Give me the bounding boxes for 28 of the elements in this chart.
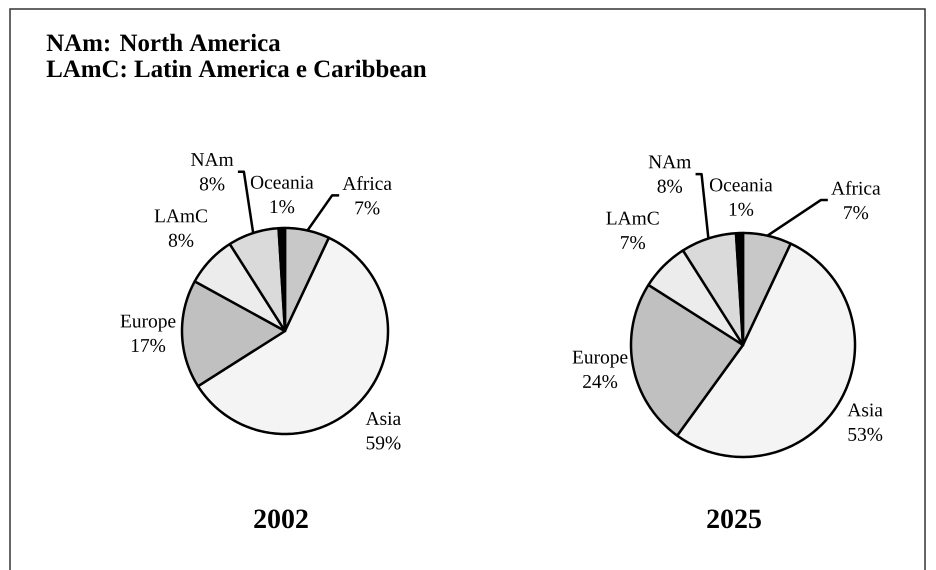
slice-label: Oceania xyxy=(710,178,773,192)
data-label: 24% xyxy=(583,374,618,388)
data-label: 17% xyxy=(132,338,166,352)
slice-label: NAm xyxy=(648,155,692,168)
data-label: 8% xyxy=(200,177,224,191)
data-label: 1% xyxy=(270,200,294,214)
slice-label: Asia xyxy=(366,412,401,426)
data-label: 7% xyxy=(356,201,380,214)
text: 2002 xyxy=(254,509,308,528)
slice-label: Europe xyxy=(572,350,628,368)
slice-label: NAm xyxy=(191,153,234,166)
text: 2025 xyxy=(707,509,761,528)
data-label: 53% xyxy=(848,428,882,441)
data-label: 7% xyxy=(844,206,868,220)
data-label: 8% xyxy=(168,234,194,247)
data-label: 1% xyxy=(730,202,754,216)
slice-label: LAmC xyxy=(606,212,659,225)
slice-label: Oceania xyxy=(250,176,314,189)
data-label: 7% xyxy=(621,236,646,250)
text: LAmC: Latin America e Caribbean xyxy=(46,60,426,78)
slice-label: Africa xyxy=(831,180,880,195)
text: NAm: North America xyxy=(46,34,280,52)
data-label: 59% xyxy=(366,436,400,450)
slice-label: Asia xyxy=(848,403,883,416)
slice-label: Africa xyxy=(342,176,392,190)
data-label: 8% xyxy=(658,180,682,193)
slice-label: LAmC xyxy=(154,209,207,222)
slice-label: Europe xyxy=(120,314,176,332)
